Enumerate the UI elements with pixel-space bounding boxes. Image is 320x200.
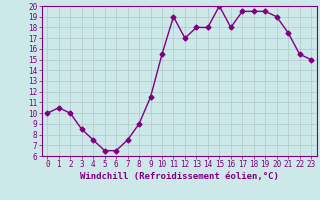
X-axis label: Windchill (Refroidissement éolien,°C): Windchill (Refroidissement éolien,°C): [80, 172, 279, 181]
